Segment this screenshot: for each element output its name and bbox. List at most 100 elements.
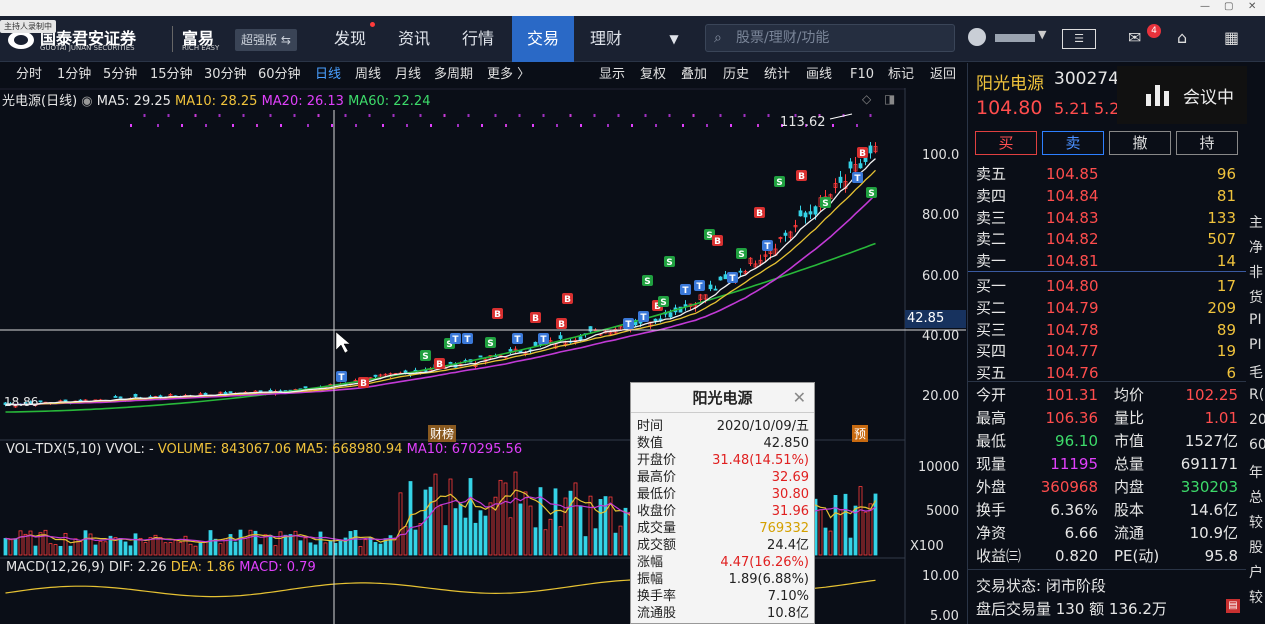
nav-news[interactable]: 资讯 [397,29,430,48]
user-dropdown-icon[interactable]: ▼ [1038,28,1047,41]
marker-dot [382,124,384,127]
ask-row[interactable]: 卖二 104.82 507 [968,228,1246,250]
layout-toggle-icon[interactable]: ☰ [1062,29,1096,49]
nav-trade[interactable]: 交易 [512,16,574,62]
panel-icon[interactable]: ◨ [884,92,896,106]
period-weekly[interactable]: 周线 [355,67,382,82]
volume-bar [583,536,588,556]
data-tooltip-window[interactable]: 阳光电源 ✕ 时间 2020/10/09/五 数值 42.850 开盘价 31.48(14… [630,382,815,624]
tool-mark[interactable]: 标记 [888,67,915,82]
period-5[interactable]: 30分钟 [204,67,247,82]
volume-bar [613,532,618,556]
book-price: 104.77 [1046,342,1099,361]
volume-bar [348,531,353,556]
edge-label: PI [1249,337,1262,353]
volume-bar [363,539,368,556]
mail-icon[interactable]: ✉ [1128,28,1142,47]
book-price: 104.84 [1046,186,1099,205]
bid-row[interactable]: 买四 104.77 19 [968,340,1246,362]
period-monthly[interactable]: 月线 [395,67,422,82]
tool-history[interactable]: 历史 [723,67,750,82]
lock-icon[interactable]: ⌂ [1177,28,1188,47]
meeting-indicator[interactable]: 会议中 [1117,66,1247,124]
ask-row[interactable]: 卖四 104.84 81 [968,185,1246,207]
hold-button[interactable]: 持 [1176,131,1238,155]
period-2[interactable]: 1分钟 [57,67,92,82]
signal-box [562,293,573,304]
volume-bar [818,509,823,556]
nav-more-dropdown[interactable]: ▼ [669,32,679,46]
user-name-masked[interactable] [995,34,1035,42]
search-input[interactable]: ⌕ 股票/理财/功能 [705,24,955,52]
period-4[interactable]: 15分钟 [150,67,193,82]
volume-bar [113,537,118,556]
candle-body [588,326,593,332]
candle-body [788,231,793,238]
tool-draw[interactable]: 画线 [806,67,833,82]
stock-name[interactable]: 阳光电源 [976,74,1044,94]
forecast-badge[interactable]: 预 [852,425,869,442]
tool-adjust[interactable]: 复权 [640,67,667,82]
expand-icon[interactable]: ◇ [862,92,872,106]
period-3[interactable]: 5分钟 [103,67,138,82]
buy-button[interactable]: 买 [975,131,1037,155]
tool-f10[interactable]: F10 [850,67,875,82]
volume-bar [608,496,613,556]
signal-marker: S [774,176,785,188]
tool-back[interactable]: 返回 [930,67,957,82]
user-avatar-icon[interactable] [968,28,986,46]
marker-dot [392,114,395,117]
marker-dot [719,114,722,117]
candle-body [533,341,538,346]
sell-button[interactable]: 卖 [1042,131,1104,155]
period-6[interactable]: 60分钟 [258,67,301,82]
close-button[interactable]: ✕ [1248,1,1257,12]
period-1[interactable]: 分时 [16,67,43,82]
marker-dot [505,124,507,127]
nav-discover[interactable]: 发现 [333,29,366,48]
ask-row[interactable]: 卖一 104.81 14 [968,250,1246,272]
tool-overlay[interactable]: 叠加 [681,67,708,82]
restore-button[interactable]: ▢ [1224,1,1234,12]
minimize-button[interactable]: — [1200,1,1210,12]
bid-row[interactable]: 买三 104.78 89 [968,319,1246,341]
ask-row[interactable]: 卖五 104.85 96 [968,163,1246,185]
brand-logo-icon [8,31,34,49]
signal-letter: B [532,314,539,324]
nav-wealth[interactable]: 理财 [589,29,622,48]
candle-body [753,263,758,268]
bid-row[interactable]: 买二 104.79 209 [968,297,1246,319]
period-daily[interactable]: 日线 [315,67,342,82]
stat-key: 市值 [1114,432,1145,450]
signal-box [530,312,541,323]
candle-body [508,349,513,352]
book-level-label: 买二 [976,298,1007,317]
grid-apps-icon[interactable]: ▦ [1224,28,1240,47]
signal-box [664,256,675,267]
edition-badge[interactable]: 超强版 ⇆ [235,29,297,51]
settings-icon[interactable]: ◉ [81,94,93,109]
marker-dot [542,114,545,117]
nav-market[interactable]: 行情 [461,29,494,48]
signal-box [694,280,705,291]
signal-letter: T [452,335,459,345]
edge-label: 毛 [1249,365,1263,381]
volume-bar [423,489,428,556]
bid-row[interactable]: 买一 104.80 17 [968,275,1246,297]
bid-row[interactable]: 买五 104.76 6 [968,362,1246,384]
cancel-button[interactable]: 撤 [1109,131,1171,155]
period-more[interactable]: 更多 〉 [487,67,531,82]
tool-display[interactable]: 显示 [599,67,626,82]
stat-key: 量比 [1114,409,1145,427]
calc-icon[interactable]: ▤ [1226,599,1240,613]
tooltip-key: 涨幅 [637,555,664,570]
tooltip-close-icon[interactable]: ✕ [792,388,806,407]
ask-row[interactable]: 卖三 104.83 133 [968,207,1246,229]
tool-stats[interactable]: 统计 [764,67,791,82]
candle-body [853,164,858,172]
period-multi[interactable]: 多周期 [434,67,474,82]
bang-badge[interactable]: 财榜 [428,425,457,442]
macd-tick-5: 5.00 [930,609,959,624]
